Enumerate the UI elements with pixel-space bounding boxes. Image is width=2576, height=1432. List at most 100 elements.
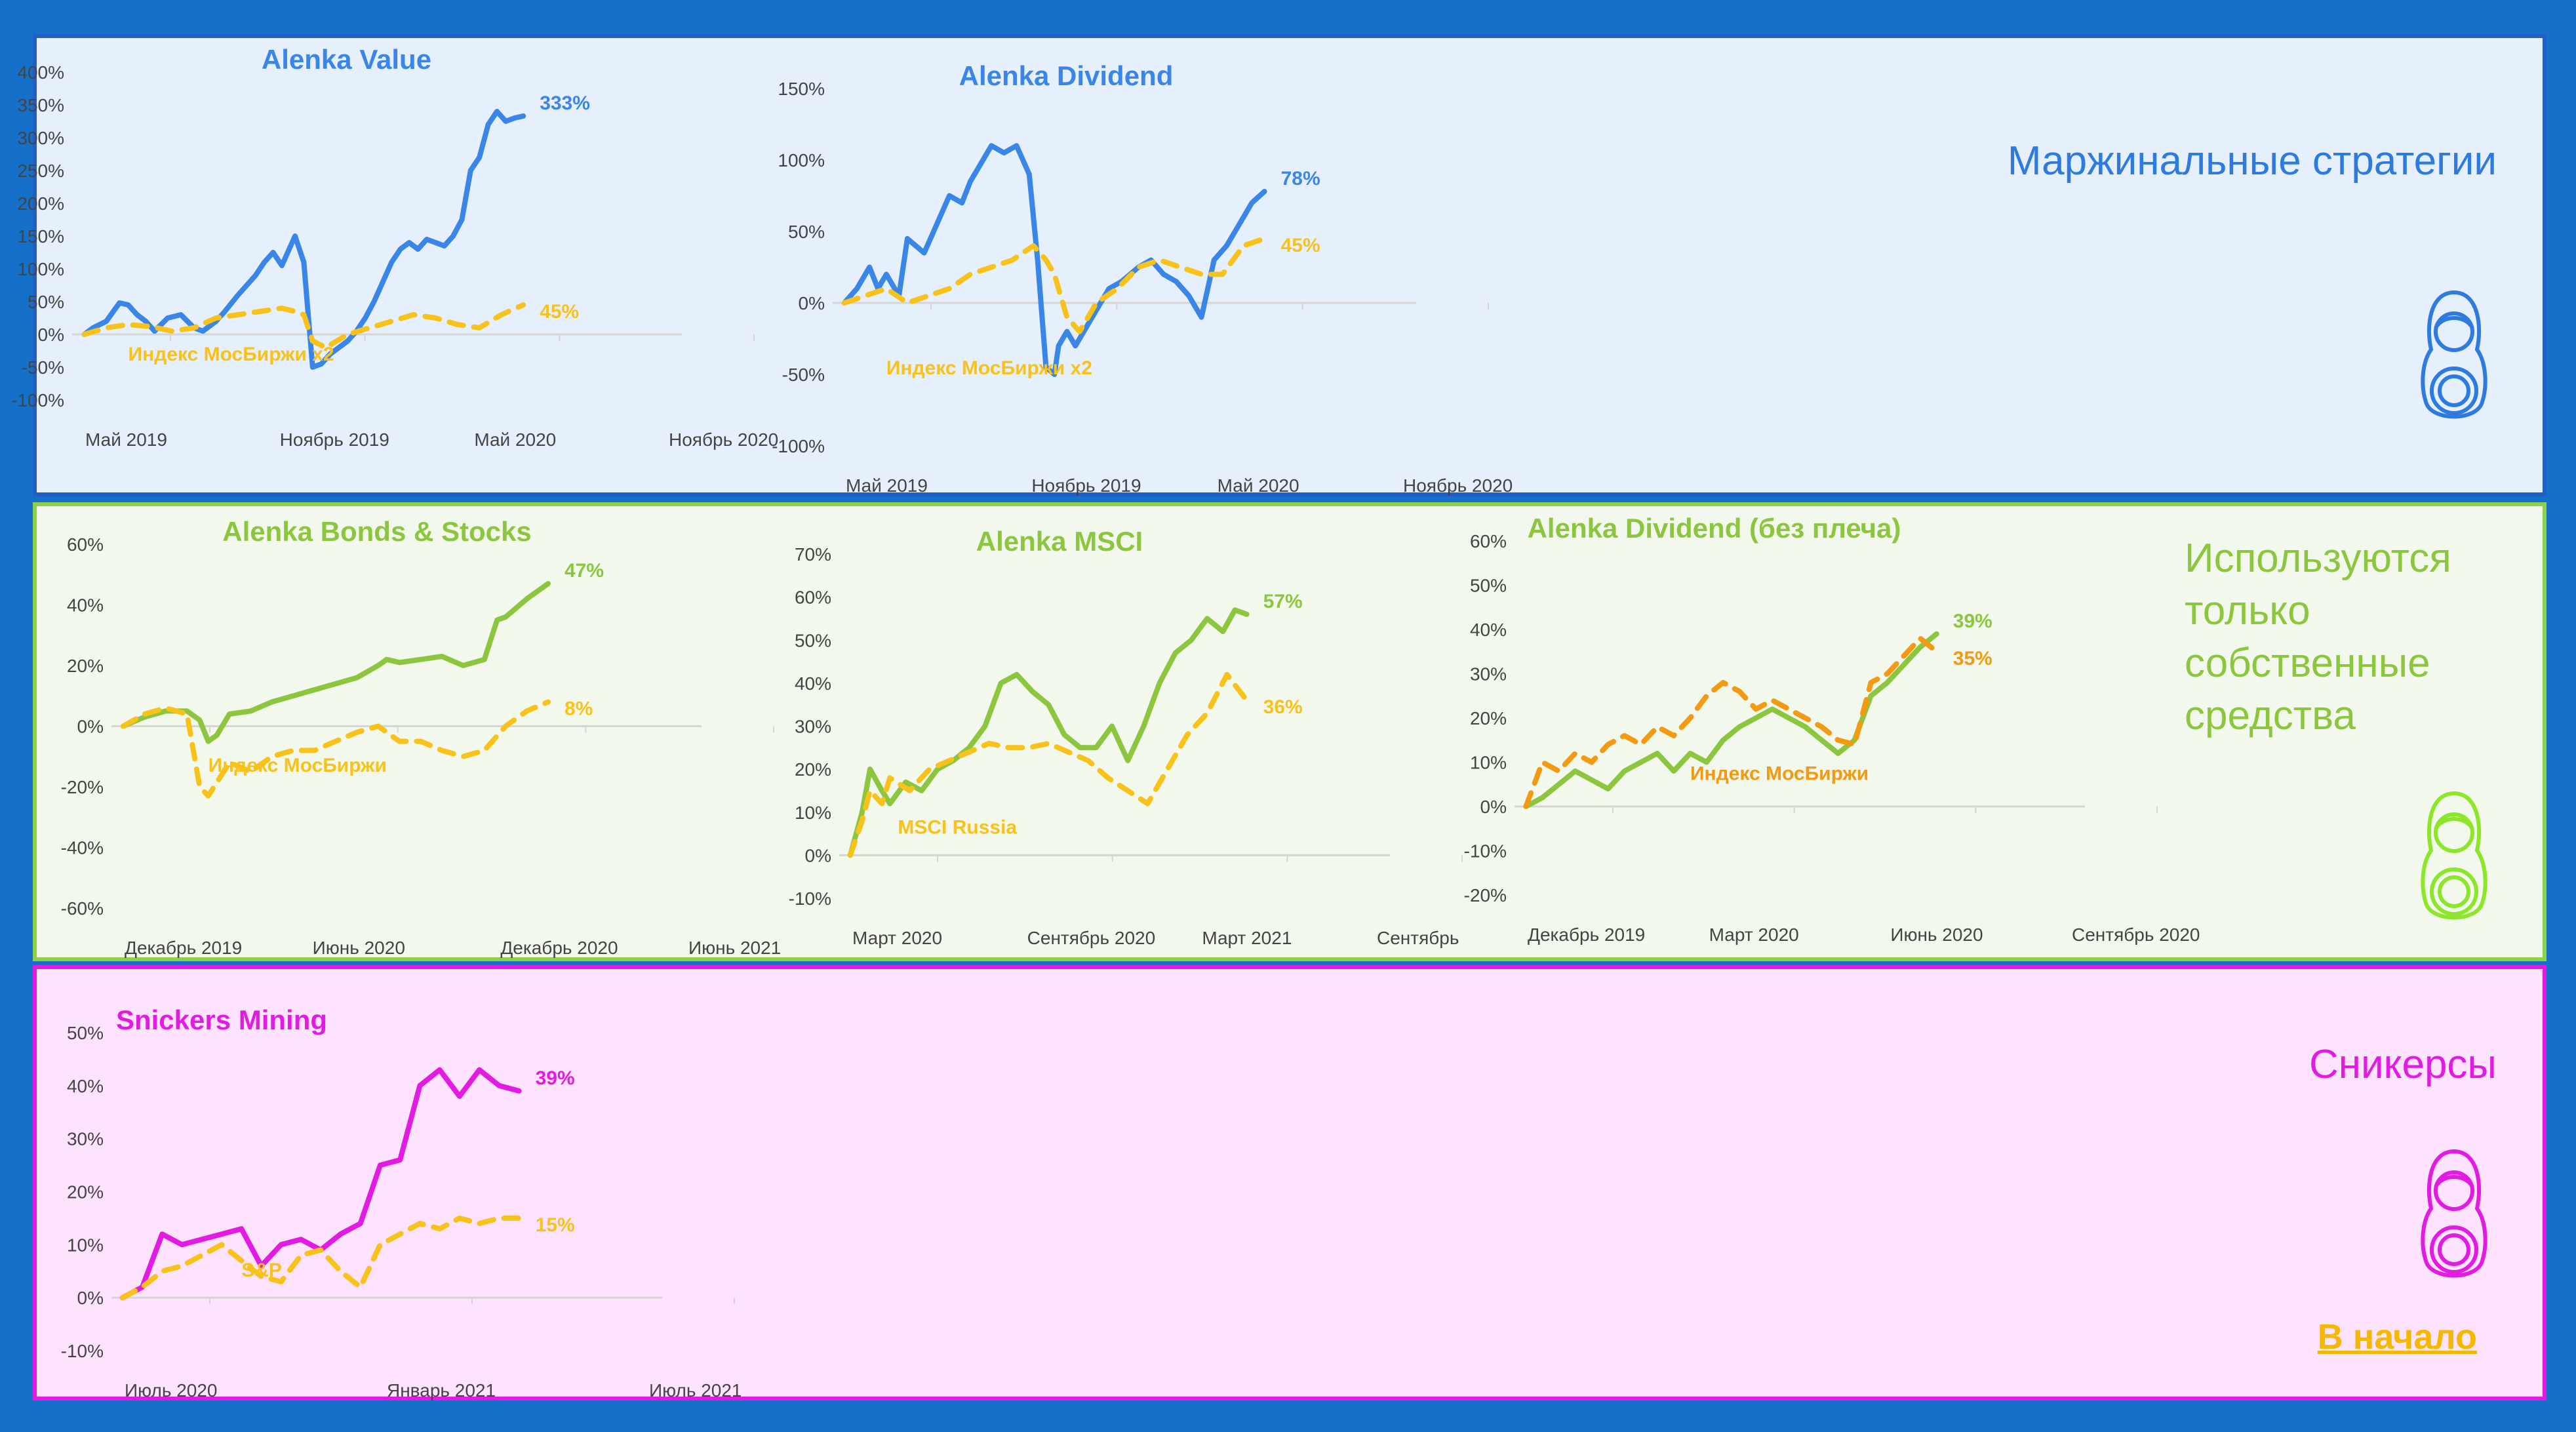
benchmark-annotation: Индекс МосБиржи x2 [886, 357, 1092, 379]
series-end-label: 333% [540, 92, 590, 114]
y-tick-label: 150% [17, 226, 64, 247]
y-tick-label: -100% [11, 390, 64, 410]
y-tick-label: 30% [1470, 664, 1507, 685]
x-tick-label: Декабрь 2019 [125, 938, 242, 958]
y-tick-label: -20% [61, 777, 104, 797]
x-tick-label: Март 2020 [852, 928, 942, 948]
y-tick-label: 20% [795, 759, 831, 780]
y-tick-label: -10% [61, 1341, 104, 1361]
series-line-magenta [119, 1067, 522, 1301]
y-tick-label: 50% [67, 1023, 104, 1043]
series-line-yellow [841, 235, 1267, 334]
series-end-label: 36% [1263, 696, 1303, 718]
y-tick-label: 100% [778, 150, 825, 170]
back-to-start-link[interactable]: В начало [2317, 1317, 2477, 1357]
y-tick-label: -40% [61, 838, 104, 858]
y-tick-label: 20% [67, 1182, 104, 1203]
series-line-yellow [81, 302, 526, 350]
y-tick-label: 30% [795, 717, 831, 737]
x-tick-label: Май 2020 [1218, 475, 1299, 496]
y-tick-label: 350% [17, 95, 64, 115]
y-tick-label: 100% [17, 259, 64, 279]
y-tick-label: -100% [772, 436, 825, 456]
x-tick-label: Май 2019 [85, 429, 167, 450]
x-tick-label: Ноябрь 2020 [1403, 475, 1513, 496]
own-funds-heading-line-1: Используются [2185, 536, 2451, 581]
x-tick-label: Май 2019 [846, 475, 928, 496]
y-tick-label: 50% [1470, 576, 1507, 596]
series-end-label: 15% [536, 1214, 575, 1236]
own-funds-heading-line-2: только [2185, 588, 2310, 633]
y-tick-label: 10% [1470, 753, 1507, 773]
y-tick-label: -10% [789, 888, 831, 909]
x-tick-label: Март 2020 [1709, 925, 1799, 945]
own-funds-heading: Используются только собственные средства [2185, 532, 2451, 742]
x-tick-label: Ноябрь 2019 [280, 429, 389, 450]
x-tick-label: Декабрь 2020 [500, 938, 618, 958]
x-tick-label: Июнь 2021 [688, 938, 781, 958]
y-tick-label: 30% [67, 1129, 104, 1149]
x-tick-label: Сентябрь [1377, 928, 1459, 948]
series-end-label: 39% [536, 1067, 575, 1089]
x-tick-label: Декабрь 2019 [1528, 925, 1645, 945]
series-end-label: 39% [1953, 610, 1992, 632]
y-tick-label: 0% [77, 1288, 104, 1308]
benchmark-annotation: Индекс МосБиржи x2 [129, 344, 334, 365]
series-end-label: 47% [565, 560, 604, 582]
own-funds-panel: Используются только собственные средства [33, 502, 2546, 961]
series-end-label: 8% [565, 698, 593, 720]
margin-strategies-heading: Маржинальные стратегии [2007, 138, 2497, 184]
series-end-label: 45% [540, 301, 579, 323]
y-tick-label: 50% [795, 630, 831, 650]
y-tick-label: 40% [1470, 620, 1507, 640]
y-tick-label: 10% [67, 1235, 104, 1255]
y-tick-label: 150% [778, 79, 825, 99]
x-tick-label: Июль 2020 [125, 1380, 218, 1401]
x-tick-label: Сентябрь 2020 [2072, 925, 2200, 945]
benchmark-annotation: Индекс МосБиржи [208, 755, 387, 776]
series-end-label: 35% [1953, 648, 1992, 669]
series-line-blue [81, 109, 526, 370]
series-line-orange [1523, 635, 1939, 809]
y-tick-label: -60% [61, 898, 104, 919]
series-end-label: 45% [1281, 235, 1320, 256]
matryoshka-icon [2421, 791, 2487, 920]
series-line-green [1523, 631, 1939, 809]
series-end-label: 78% [1281, 168, 1320, 189]
x-tick-label: Сентябрь 2020 [1027, 928, 1156, 948]
chart-title: Snickers Mining [116, 1004, 327, 1035]
benchmark-annotation: MSCI Russia [898, 817, 1017, 839]
benchmark-annotation: S&P [241, 1260, 282, 1281]
series-line-yellow [121, 699, 551, 799]
chart-title: Alenka MSCI [976, 526, 1143, 557]
x-tick-label: Май 2020 [474, 429, 556, 450]
y-tick-label: 40% [67, 1076, 104, 1096]
y-tick-label: 0% [77, 717, 104, 737]
y-tick-label: 20% [67, 656, 104, 676]
chart-title: Alenka Dividend (без плеча) [1528, 513, 1901, 544]
y-tick-label: 60% [67, 534, 104, 555]
snickers-heading: Сникерсы [2309, 1042, 2497, 1087]
series-line-blue [841, 143, 1267, 377]
y-tick-label: 300% [17, 128, 64, 148]
x-tick-label: Март 2021 [1202, 928, 1292, 948]
y-tick-label: 40% [67, 595, 104, 616]
y-tick-label: 0% [805, 845, 831, 865]
y-tick-label: 250% [17, 161, 64, 181]
matryoshka-icon [2421, 290, 2487, 419]
y-tick-label: 70% [795, 544, 831, 565]
x-tick-label: Июль 2021 [649, 1380, 742, 1401]
y-tick-label: 60% [1470, 531, 1507, 551]
y-tick-label: -20% [1464, 885, 1507, 905]
matryoshka-icon [2421, 1149, 2487, 1278]
chart-title: Alenka Dividend [959, 60, 1174, 91]
y-tick-label: -10% [1464, 841, 1507, 862]
chart-title: Alenka Bonds & Stocks [222, 516, 531, 547]
own-funds-heading-line-4: средства [2185, 693, 2356, 738]
